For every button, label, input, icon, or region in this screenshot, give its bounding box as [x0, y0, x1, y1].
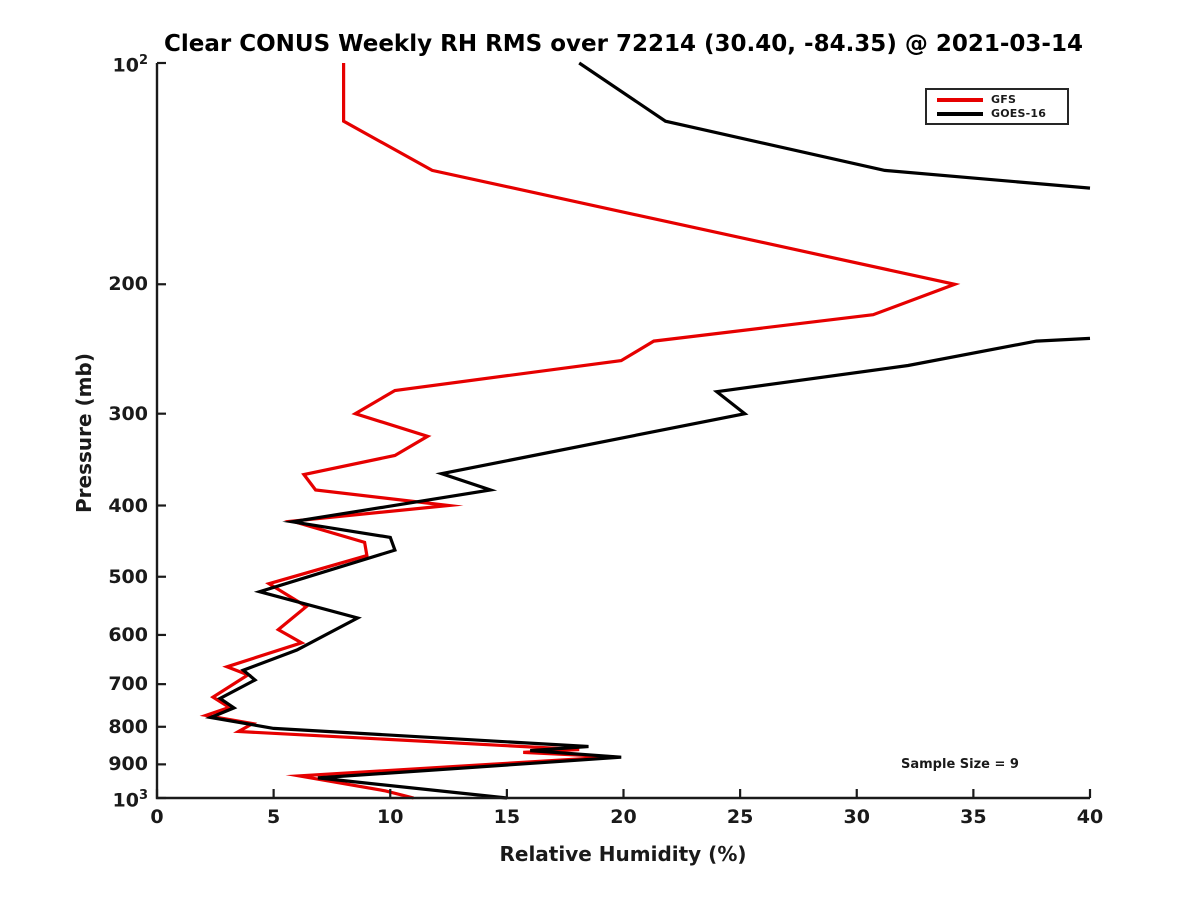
- y-axis-label: Pressure (mb): [72, 353, 96, 513]
- legend-item-goes16: GOES-16: [937, 107, 1059, 120]
- x-tick-label: 35: [960, 806, 987, 828]
- legend-item-gfs: GFS: [937, 93, 1059, 106]
- legend: GFS GOES-16: [925, 88, 1069, 125]
- gfs-line-sample: [937, 97, 983, 102]
- y-tick-label: 700: [108, 673, 148, 696]
- legend-label-gfs: GFS: [991, 93, 1017, 106]
- chart-title: Clear CONUS Weekly RH RMS over 72214 (30…: [164, 31, 1083, 57]
- y-tick-label: 600: [108, 623, 148, 646]
- y-tick-label: 300: [108, 402, 148, 425]
- x-tick-label: 25: [726, 806, 754, 828]
- y-end-tick-label: 102: [112, 53, 149, 77]
- goes16-line-sample: [937, 111, 983, 116]
- axis-spines: [155, 63, 1090, 800]
- x-tick-label: 10: [377, 806, 404, 828]
- sample-size-annotation: Sample Size = 9: [901, 757, 1019, 772]
- x-tick-label: 30: [843, 806, 870, 828]
- series-line-goes-16: [578, 61, 1091, 190]
- x-tick-label: 20: [610, 806, 637, 828]
- y-tick-label: 900: [108, 753, 148, 776]
- legend-label-goes16: GOES-16: [991, 107, 1047, 120]
- x-tick-label: 5: [267, 806, 281, 828]
- y-tick-label: 800: [108, 715, 148, 738]
- y-end-tick-label: 103: [112, 788, 149, 812]
- x-tick-label: 0: [150, 806, 164, 828]
- x-tick-label: 15: [493, 806, 521, 828]
- series-line-gfs: [199, 63, 961, 800]
- series-line-goes-16: [204, 336, 1091, 800]
- x-tick-label: 40: [1076, 806, 1104, 828]
- y-tick-label: 400: [108, 494, 148, 517]
- y-tick-label: 200: [108, 273, 148, 296]
- y-tick-label: 500: [108, 565, 148, 588]
- x-axis-label: Relative Humidity (%): [499, 842, 747, 866]
